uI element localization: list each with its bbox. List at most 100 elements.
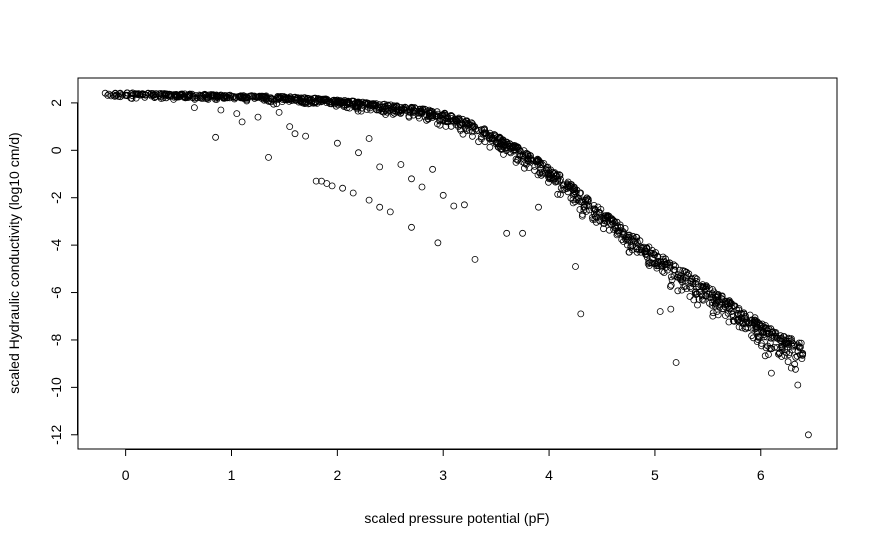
x-tick-label: 1 <box>228 467 236 483</box>
data-point <box>600 225 607 233</box>
data-point <box>426 109 434 117</box>
data-point <box>253 93 261 101</box>
data-point <box>794 347 802 355</box>
data-point <box>376 203 384 211</box>
data-point <box>213 91 220 99</box>
data-point <box>760 333 768 341</box>
data-point <box>755 320 763 328</box>
data-point <box>763 324 771 332</box>
data-point <box>521 164 528 172</box>
data-point <box>694 301 701 309</box>
data-point <box>792 365 799 373</box>
data-point <box>231 95 238 103</box>
data-point <box>468 132 476 140</box>
data-point <box>134 91 142 98</box>
data-point <box>225 92 233 99</box>
data-point <box>302 132 310 140</box>
data-point <box>513 143 521 151</box>
data-point <box>679 267 687 275</box>
data-point <box>429 165 437 173</box>
data-point <box>345 98 353 106</box>
data-point <box>667 305 675 313</box>
data-point <box>400 104 408 112</box>
data-point <box>371 102 379 109</box>
data-point <box>116 90 123 98</box>
x-tick-label: 0 <box>122 467 130 483</box>
data-point <box>771 344 778 351</box>
data-point <box>604 211 611 219</box>
data-point <box>763 333 771 341</box>
data-point <box>418 183 426 191</box>
data-point <box>441 109 449 117</box>
data-point <box>328 182 336 190</box>
data-point <box>794 381 802 389</box>
data-point <box>672 359 680 366</box>
data-point <box>758 339 765 347</box>
data-point <box>719 296 727 304</box>
data-point <box>725 318 733 326</box>
data-point <box>795 339 803 347</box>
data-point <box>658 262 666 270</box>
data-point <box>105 90 113 98</box>
data-point <box>282 94 290 102</box>
data-point <box>460 201 468 209</box>
data-point <box>729 302 737 309</box>
data-point <box>172 93 180 101</box>
data-point <box>592 206 599 214</box>
y-tick-label: -12 <box>48 424 64 444</box>
data-point <box>768 369 775 377</box>
data-point <box>778 353 785 360</box>
data-point <box>596 210 604 217</box>
data-point <box>767 345 775 353</box>
data-point <box>745 319 752 327</box>
data-point <box>224 93 232 101</box>
data-point <box>730 317 738 325</box>
data-point <box>316 96 324 104</box>
data-point <box>456 116 464 124</box>
data-point <box>712 300 720 308</box>
data-point <box>341 98 349 106</box>
data-point <box>149 91 157 99</box>
data-point <box>181 93 189 101</box>
data-point <box>677 274 685 282</box>
data-point <box>651 260 659 268</box>
data-point <box>212 133 220 141</box>
data-point <box>232 93 240 101</box>
data-point <box>670 266 678 274</box>
data-point <box>678 286 686 294</box>
data-point <box>365 135 373 142</box>
data-point <box>384 102 392 109</box>
data-point <box>450 202 458 210</box>
data-point <box>525 158 533 166</box>
data-point <box>767 334 775 342</box>
data-point <box>674 273 682 281</box>
data-point <box>408 175 415 183</box>
data-point <box>398 106 406 114</box>
data-point <box>787 364 795 372</box>
data-point <box>642 250 650 258</box>
data-point <box>515 151 523 159</box>
data-point <box>486 143 494 151</box>
data-point <box>689 278 697 286</box>
data-point <box>797 339 805 347</box>
data-point <box>101 89 109 97</box>
data-point <box>444 115 452 123</box>
data-point <box>572 196 580 204</box>
data-point <box>311 94 319 102</box>
data-point <box>386 208 394 216</box>
data-point <box>722 312 729 319</box>
data-point <box>606 226 613 234</box>
data-point <box>545 173 552 181</box>
data-point <box>254 113 262 121</box>
data-point <box>250 93 258 101</box>
x-tick-label: 3 <box>439 467 447 483</box>
data-point <box>702 282 710 290</box>
data-point <box>447 122 455 130</box>
data-point <box>543 167 551 174</box>
y-axis: 2 0 -2 -4 -6 -8 -10 -12 <box>48 99 78 445</box>
data-point <box>240 92 247 99</box>
data-point <box>519 229 526 237</box>
data-point <box>692 288 699 296</box>
data-point <box>192 92 200 99</box>
data-point <box>583 202 591 210</box>
